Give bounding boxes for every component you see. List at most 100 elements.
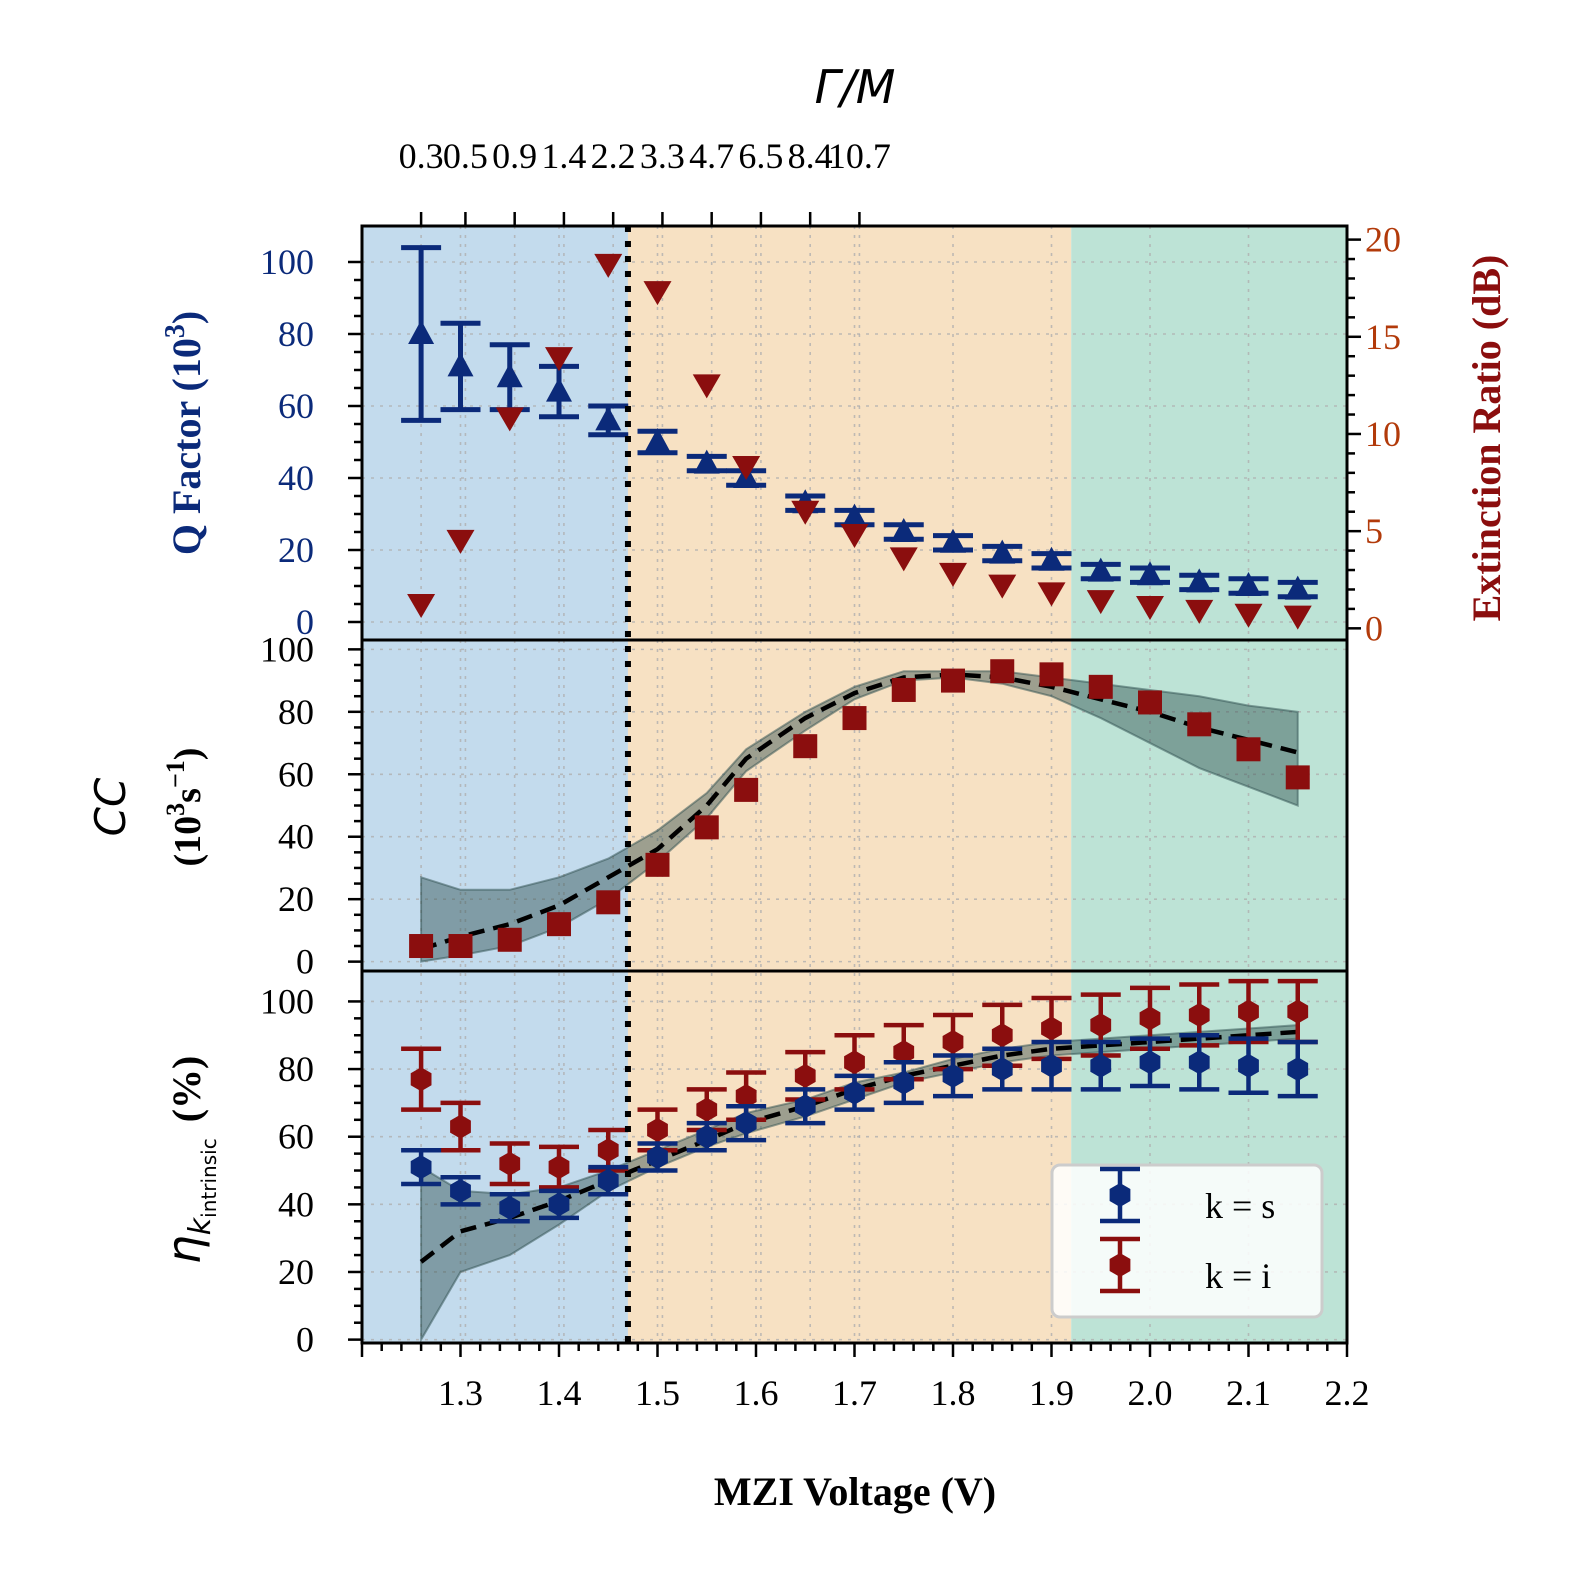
extinction-ratio-point [988, 574, 1017, 599]
eta-s-point [696, 1124, 718, 1149]
cc-point [596, 890, 621, 915]
q-factor-end: ) [164, 311, 209, 324]
cc-ytick-label: 20 [278, 879, 314, 919]
cc-point [842, 706, 867, 731]
eta-i-point [647, 1117, 668, 1142]
eta-i-point [499, 1151, 521, 1176]
cc-point [547, 912, 571, 937]
legend-item-i [1100, 1236, 1140, 1294]
eta-ytick-label: 60 [278, 1117, 314, 1157]
cc-point [941, 668, 965, 693]
extinction-ratio-point [1234, 603, 1263, 628]
cc-point [1187, 712, 1212, 737]
eta-i-point [548, 1155, 570, 1180]
x-tick-label: 1.5 [635, 1373, 680, 1413]
er-ytick-label: 0 [1365, 608, 1383, 648]
eta-units: (%) [164, 1056, 209, 1123]
eta-i-point [991, 1023, 1013, 1048]
eta-s-point [548, 1192, 570, 1217]
q-factor-point [1284, 575, 1311, 600]
er-ytick-label: 15 [1365, 317, 1401, 357]
x-tick-label: 2.0 [1128, 1373, 1173, 1413]
eta-s-point [450, 1178, 471, 1203]
eta-i-point [893, 1040, 915, 1065]
er-ytick-label: 5 [1365, 511, 1383, 551]
q-factor-point [1137, 561, 1163, 586]
extinction-ratio-point [545, 347, 573, 372]
legend: k = s k = i [1050, 1163, 1324, 1319]
eta-s-point [1238, 1053, 1259, 1078]
top-tick-label: 2.2 [591, 136, 636, 176]
er-ytick-label: 10 [1365, 414, 1401, 454]
q-factor-point [1186, 568, 1213, 593]
top-axis-title: Γ/M [815, 60, 896, 114]
extinction-ratio-point [692, 374, 721, 399]
q-factor-point [644, 428, 671, 452]
region-low [362, 226, 628, 1343]
legend-item-s [1100, 1166, 1140, 1224]
eta-s-point [597, 1168, 619, 1193]
er-ytick-label: 20 [1365, 220, 1401, 260]
top-tick-label: 8.4 [788, 136, 833, 176]
eta-s-point [1041, 1053, 1062, 1078]
eta-s-point [1188, 1050, 1210, 1075]
eta-subsub: intrinsic [197, 1138, 221, 1218]
eta-i-point [696, 1097, 718, 1122]
cc-ytick-label: 60 [278, 754, 314, 794]
cc-point [891, 677, 916, 702]
q-factor-point [546, 377, 572, 402]
legend-label-s: k = s [1205, 1186, 1275, 1226]
x-tick-label: 1.9 [1029, 1373, 1074, 1413]
eta-ytick-label: 0 [296, 1320, 314, 1360]
cc-point [694, 815, 719, 840]
cc-point [497, 927, 522, 952]
x-tick-label: 1.3 [438, 1373, 483, 1413]
top-tick-label: 0.3 [399, 136, 444, 176]
q-ytick-label: 20 [278, 530, 314, 570]
q-factor-point [1038, 546, 1065, 571]
extinction-ratio-point [791, 500, 820, 525]
eta-i-point [1090, 1013, 1112, 1038]
q-factor-point [1087, 557, 1114, 582]
q-factor-point [989, 539, 1016, 564]
eta-i-point [410, 1067, 432, 1092]
eta-s-point [499, 1195, 521, 1220]
top-tick-label: 10.7 [828, 136, 891, 176]
q-factor-point [890, 518, 917, 542]
cc-point [1138, 690, 1162, 715]
cc-ytick-label: 40 [278, 817, 314, 857]
eta-s-point [794, 1094, 816, 1119]
eta-i-point [942, 1030, 964, 1055]
eta-ytick-label: 40 [278, 1184, 314, 1224]
cc-units-sup1: 3 [161, 803, 190, 816]
eta-i-point [1139, 1006, 1161, 1031]
extinction-ratio-point [732, 456, 761, 481]
eta-s-point [942, 1063, 964, 1088]
q-ytick-label: 60 [278, 386, 314, 426]
cc-units-mid: s [167, 788, 209, 803]
x-tick-label: 1.8 [931, 1373, 976, 1413]
cc-units-pre: (10 [167, 816, 209, 867]
extinction-ratio-point [594, 253, 623, 278]
top-tick-label: 3.3 [640, 136, 685, 176]
cc-point [1088, 674, 1113, 699]
q-ytick-label: 0 [296, 602, 314, 642]
extinction-ratio-axis-title: Extinction Ratio (dB) [1464, 255, 1509, 622]
eta-i-point [794, 1063, 816, 1088]
q-factor-point [447, 352, 474, 377]
extinction-ratio-point [889, 547, 918, 572]
eta-ytick-label: 80 [278, 1049, 314, 1089]
legend-marker [1109, 1183, 1131, 1207]
eta-symbol: η [157, 1235, 211, 1264]
cc-point [1039, 662, 1064, 687]
eta-i-point [844, 1050, 865, 1075]
extinction-ratio-point [407, 594, 436, 619]
q-factor-point [1235, 572, 1262, 596]
legend-box [1050, 1163, 1324, 1319]
q-ytick-label: 40 [278, 458, 314, 498]
top-tick-label: 4.7 [689, 136, 734, 176]
extinction-ratio-point [840, 524, 869, 549]
eta-ytick-label: 100 [260, 981, 314, 1021]
top-tick-label: 0.5 [443, 136, 488, 176]
